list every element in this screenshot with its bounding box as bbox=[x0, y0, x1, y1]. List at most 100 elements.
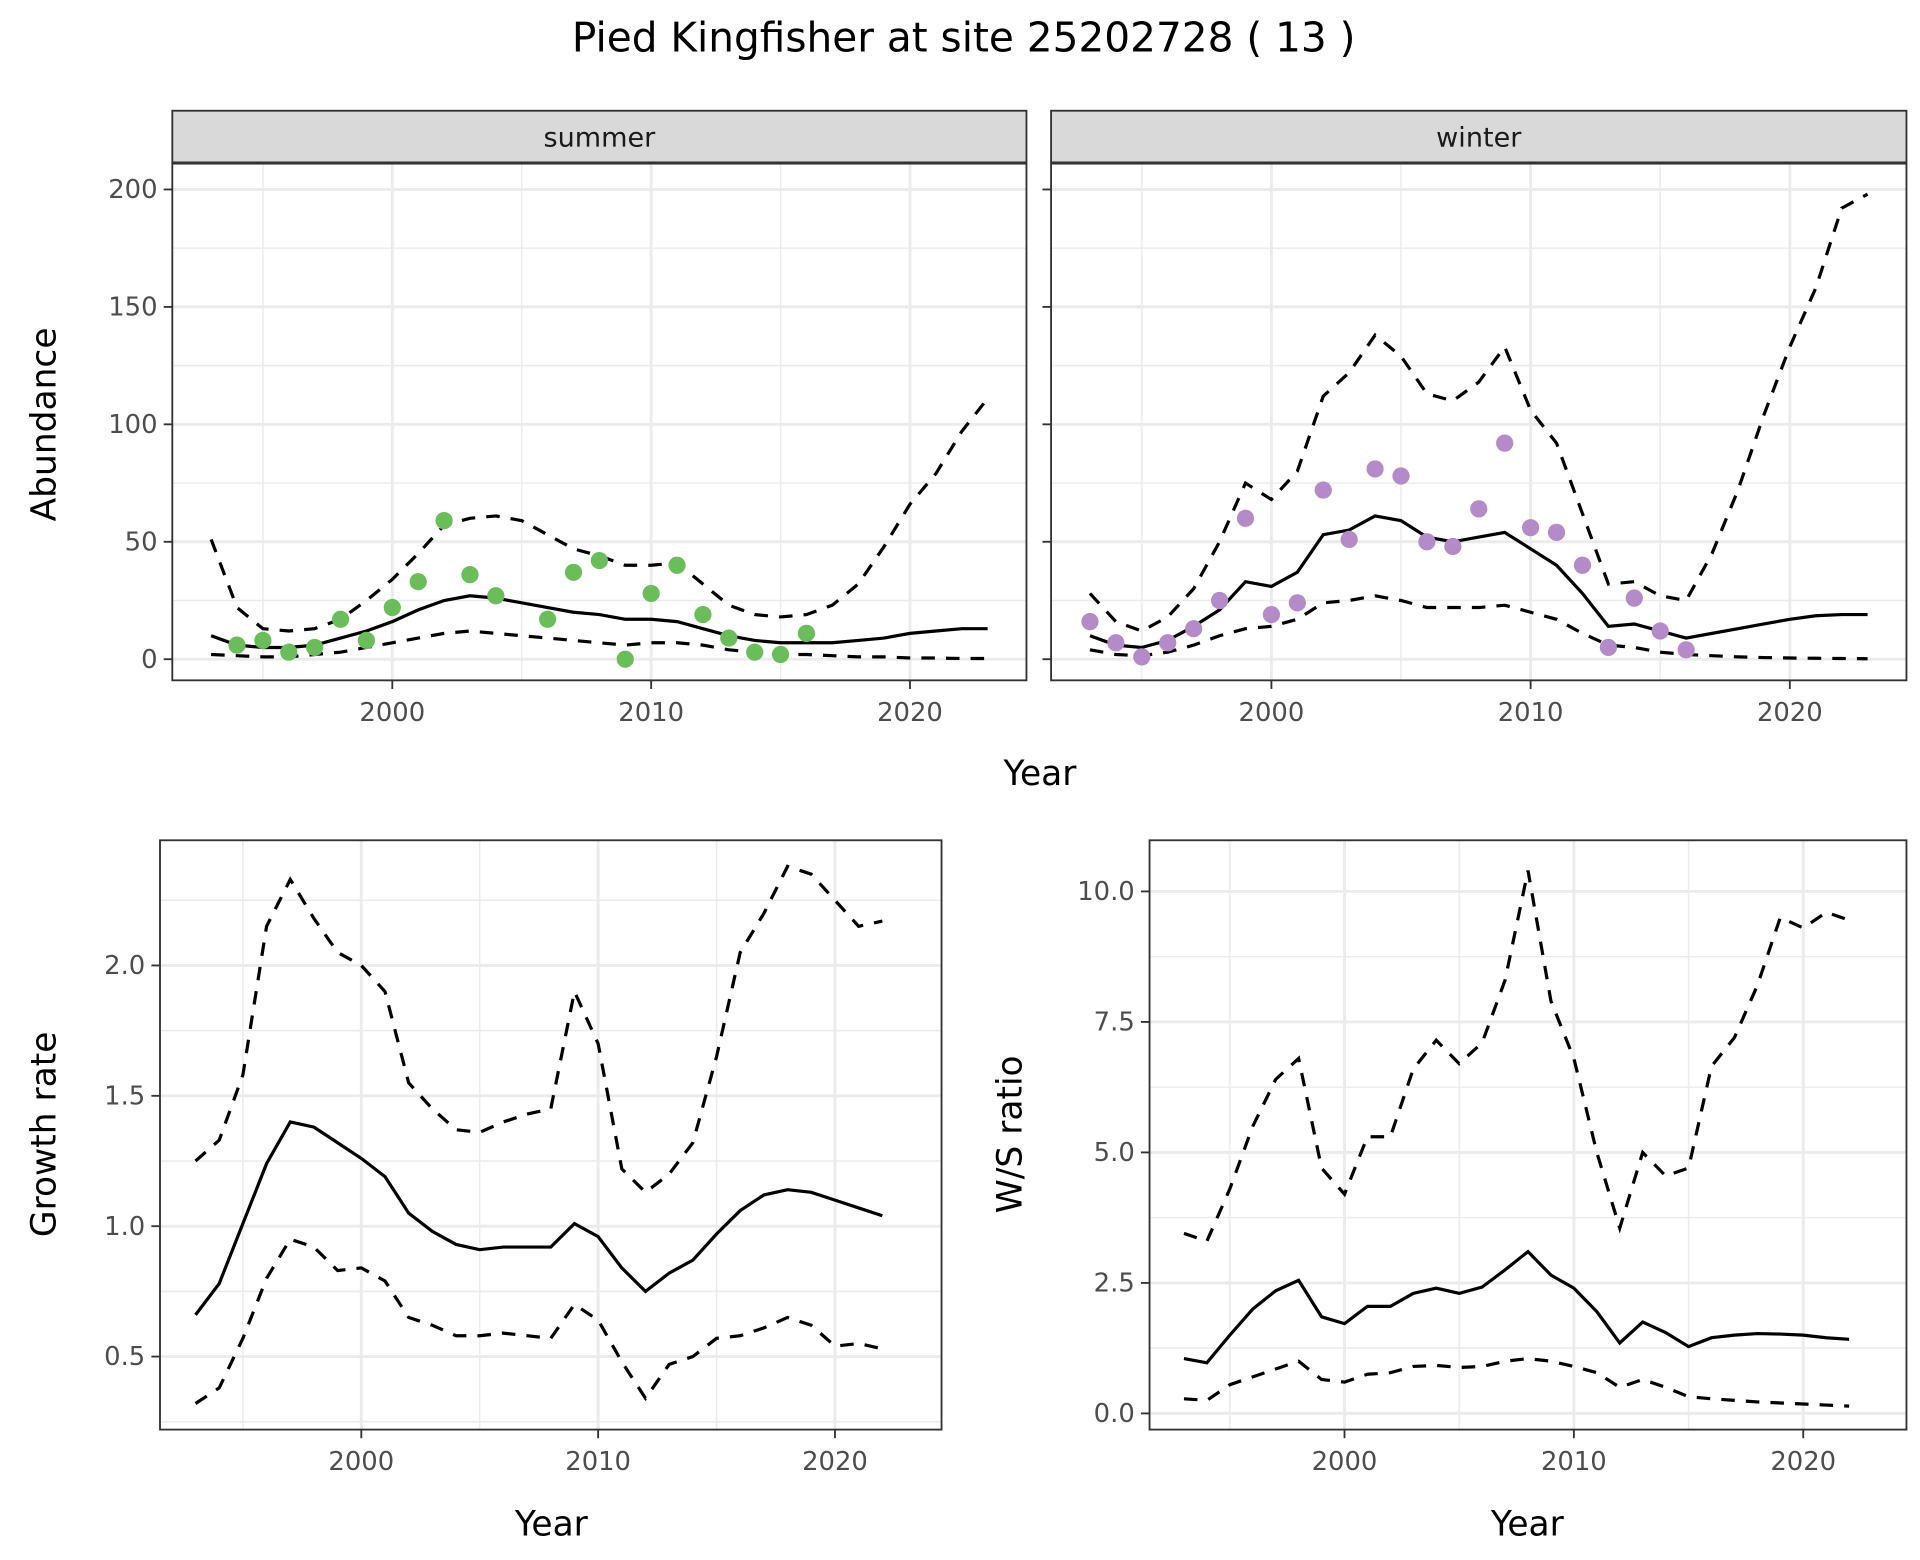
y-tick-label: 2.5 bbox=[1094, 1269, 1135, 1299]
panel-border bbox=[1148, 839, 1908, 1431]
panel-border bbox=[171, 162, 1028, 682]
data-point bbox=[383, 598, 401, 617]
data-point bbox=[564, 563, 583, 581]
data-point bbox=[642, 584, 660, 603]
panel-summer: summer 2000 2010 2020 0 50 100 150 200 bbox=[108, 109, 1028, 728]
lower-bound-line bbox=[211, 629, 988, 661]
y-tick-label: 2.0 bbox=[104, 951, 145, 981]
chart-title: Pied Kingfisher at site 25202728 ( 13 ) bbox=[572, 14, 1356, 62]
plot-background bbox=[1149, 840, 1907, 1430]
data-point bbox=[409, 573, 427, 591]
data-point bbox=[1185, 620, 1203, 638]
upper-bound-line bbox=[1183, 870, 1850, 1244]
data-point bbox=[1444, 537, 1462, 556]
data-point bbox=[487, 587, 505, 605]
x-tick-label: 2000 bbox=[328, 1447, 394, 1477]
data-point bbox=[590, 551, 608, 570]
y-tick-label: 5.0 bbox=[1094, 1138, 1135, 1168]
data-point bbox=[1210, 591, 1229, 610]
x-tick-label: 2010 bbox=[1498, 698, 1564, 728]
data-point bbox=[1677, 641, 1695, 659]
data-point bbox=[720, 629, 738, 647]
y-axis-title-growth: Growth rate bbox=[24, 1032, 64, 1238]
data-point bbox=[1599, 638, 1617, 657]
data-point bbox=[1133, 648, 1151, 666]
data-point bbox=[1107, 634, 1125, 652]
data-point bbox=[1625, 589, 1643, 607]
y-tick-label: 10.0 bbox=[1077, 877, 1135, 907]
lower-bound-line bbox=[1183, 1356, 1850, 1408]
data-point bbox=[254, 631, 272, 650]
x-tick-label: 2010 bbox=[618, 698, 684, 728]
x-axis-title-growth: Year bbox=[514, 1504, 589, 1544]
data-point bbox=[1651, 622, 1669, 640]
panel-ws-ratio: 2000 2010 2020 0.0 2.5 5.0 7.5 10.0 bbox=[1077, 839, 1908, 1477]
upper-bound-line bbox=[194, 864, 883, 1195]
data-point bbox=[280, 643, 298, 661]
data-point bbox=[1262, 605, 1281, 624]
data-point bbox=[1521, 519, 1540, 537]
facet-strip bbox=[1050, 109, 1908, 164]
y-axis-title-abundance: Abundance bbox=[24, 327, 64, 521]
data-point bbox=[1547, 523, 1566, 541]
y-tick-label: 0.5 bbox=[104, 1342, 145, 1372]
x-tick-label: 2010 bbox=[565, 1447, 631, 1477]
y-tick-label: 200 bbox=[108, 175, 157, 205]
data-point bbox=[1236, 509, 1255, 527]
data-point bbox=[1314, 481, 1332, 499]
y-tick-label: 1.5 bbox=[104, 1081, 145, 1111]
data-point bbox=[306, 638, 324, 657]
data-point bbox=[539, 610, 557, 628]
data-point bbox=[1081, 613, 1099, 631]
data-point bbox=[1496, 434, 1514, 452]
data-point bbox=[668, 556, 686, 574]
x-tick-label: 2020 bbox=[802, 1447, 868, 1477]
data-point bbox=[1573, 556, 1592, 574]
data-point bbox=[1418, 533, 1436, 551]
x-tick-label: 2010 bbox=[1541, 1447, 1607, 1477]
y-tick-label: 50 bbox=[125, 527, 158, 557]
x-axis-title-ws: Year bbox=[1490, 1504, 1565, 1544]
x-tick-label: 2020 bbox=[1770, 1447, 1836, 1477]
data-point bbox=[797, 624, 816, 642]
x-tick-label: 2000 bbox=[1312, 1447, 1378, 1477]
data-point bbox=[331, 610, 350, 628]
lower-bound-line bbox=[194, 1237, 883, 1405]
mean-line bbox=[194, 1120, 883, 1316]
y-tick-label: 0 bbox=[141, 645, 157, 675]
y-tick-label: 150 bbox=[108, 293, 157, 323]
x-tick-label: 2020 bbox=[1757, 698, 1823, 728]
panel-growth-rate: 2000 2010 2020 0.5 1.0 1.5 2.0 bbox=[104, 839, 943, 1477]
data-point bbox=[1159, 634, 1177, 652]
x-tick-label: 2020 bbox=[877, 698, 943, 728]
data-point bbox=[1288, 594, 1306, 612]
mean-line bbox=[1089, 514, 1868, 650]
plot-background bbox=[1051, 163, 1907, 681]
data-point bbox=[1392, 467, 1410, 485]
data-point bbox=[616, 650, 634, 668]
plot-background bbox=[160, 840, 942, 1430]
data-point bbox=[435, 512, 453, 530]
facet-label: summer bbox=[543, 122, 656, 153]
y-tick-label: 100 bbox=[108, 410, 157, 440]
data-point bbox=[694, 605, 712, 624]
panel-border bbox=[1050, 162, 1908, 682]
y-tick-label: 1.0 bbox=[104, 1212, 145, 1242]
y-tick-label: 0.0 bbox=[1094, 1399, 1135, 1429]
y-tick-label: 7.5 bbox=[1094, 1008, 1135, 1038]
x-tick-label: 2000 bbox=[359, 698, 425, 728]
x-tick-label: 2000 bbox=[1239, 698, 1305, 728]
panel-winter: winter 2000 2010 2020 bbox=[1042, 109, 1908, 728]
data-point bbox=[1470, 500, 1488, 518]
y-axis-title-ws: W/S ratio bbox=[991, 1055, 1031, 1213]
upper-bound-line bbox=[1088, 192, 1869, 633]
data-point bbox=[357, 631, 376, 650]
data-point bbox=[1340, 530, 1358, 549]
lower-bound-line bbox=[1089, 594, 1868, 661]
plot-background bbox=[172, 163, 1027, 681]
facet-strip bbox=[171, 109, 1028, 164]
data-point bbox=[228, 636, 246, 654]
data-point bbox=[746, 643, 764, 661]
mean-line bbox=[1183, 1249, 1850, 1365]
